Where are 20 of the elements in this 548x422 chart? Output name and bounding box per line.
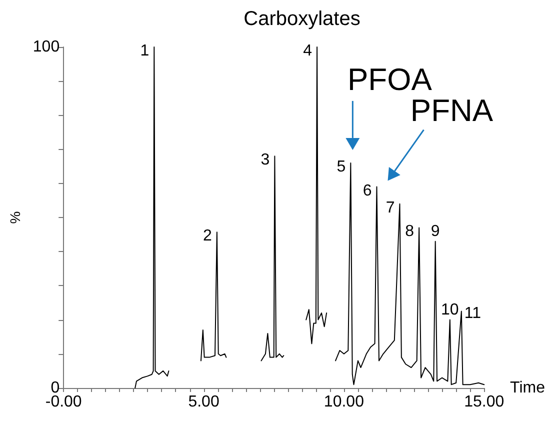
- annotation: 11: [464, 304, 482, 322]
- x-axis-title: Time: [510, 380, 546, 396]
- annotation: 1: [140, 42, 150, 60]
- x-tick-label: 10.00: [324, 394, 364, 410]
- annotation: 8: [405, 223, 414, 240]
- annotation: 6: [362, 182, 372, 200]
- y-axis-title: %: [7, 211, 23, 224]
- annotation: 9: [430, 222, 440, 240]
- x-tick-label: 5.00: [188, 394, 220, 410]
- y-tick-label: 100: [32, 38, 60, 56]
- annotation: 7: [386, 199, 395, 216]
- x-tick-label: -0.00: [45, 394, 82, 410]
- annotation: 5: [336, 158, 346, 176]
- x-tick-label: 15.00: [464, 394, 504, 410]
- annotation: 3: [260, 152, 270, 169]
- annotation: 2: [203, 228, 212, 245]
- annotation: 10: [441, 301, 459, 318]
- y-tick-label: 0: [50, 380, 60, 396]
- chart-title: Carboxylates: [244, 8, 360, 30]
- annotation: 4: [303, 42, 312, 60]
